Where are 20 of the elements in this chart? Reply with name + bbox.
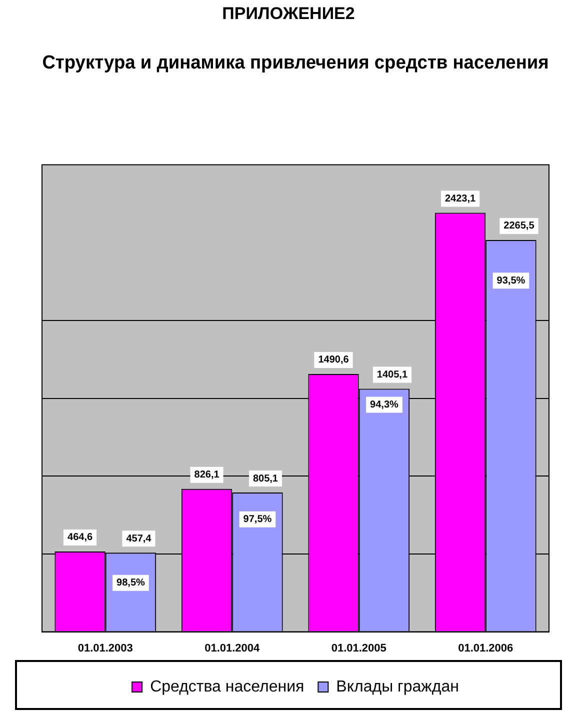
x-tick-label: 01.01.2004	[204, 642, 261, 654]
text: ПРИЛОЖЕНИЕ2	[221, 4, 356, 24]
chart-title: Структура и динамика привлечения средств населения	[42, 51, 549, 73]
data-label: 457,4	[126, 533, 152, 544]
x-tick-label: 01.01.2006	[458, 642, 514, 654]
legend-label: Средства населения	[150, 678, 304, 696]
annotation: 97,5%	[243, 514, 272, 526]
data-label: 805,1	[252, 473, 278, 484]
x-tick-label: 01.01.2005	[331, 642, 386, 654]
data-label: 826,1	[194, 470, 220, 481]
data-label: 2423,1	[444, 193, 476, 204]
legend-label: Вклады граждан	[336, 678, 459, 696]
data-label: 1405,1	[376, 370, 408, 381]
annotation: 93,5%	[496, 275, 526, 286]
data-label: 2265,5	[504, 220, 535, 232]
data-label: 464,6	[68, 532, 93, 544]
annotation: 94,3%	[370, 399, 399, 410]
data-label: 1490,6	[318, 354, 350, 366]
x-tick-label: 01.01.2003	[78, 642, 133, 654]
annotation: 98,5%	[116, 578, 146, 589]
